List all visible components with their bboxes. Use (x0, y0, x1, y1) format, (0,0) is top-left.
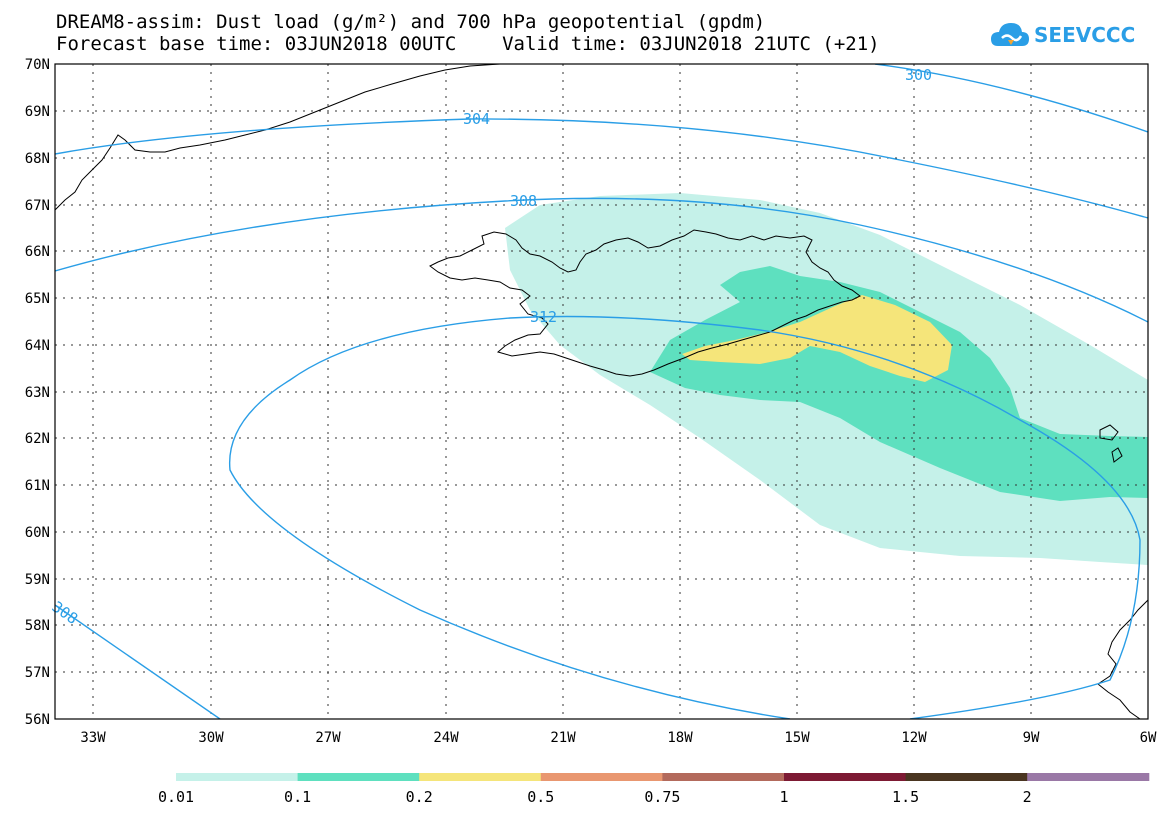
contour-label-304: 304 (463, 110, 490, 128)
cloud-icon (991, 23, 1029, 46)
colorbar-swatch (905, 773, 1028, 781)
lon-label: 30W (198, 730, 224, 746)
greenland-coast (55, 64, 501, 211)
lat-label: 63N (25, 385, 50, 401)
longitude-labels: 33W 30W 27W 24W 21W 18W 15W 12W 9W 6W (80, 730, 1157, 746)
colorbar-swatch (662, 773, 785, 781)
contour-label-312: 312 (530, 308, 557, 326)
colorbar-swatch (419, 773, 542, 781)
lat-label: 64N (25, 338, 50, 354)
lon-label: 9W (1023, 730, 1040, 746)
lat-label: 56N (25, 712, 50, 728)
colorbar-swatch (784, 773, 907, 781)
colorbar-label: 0.1 (284, 788, 311, 806)
contour-300 (874, 64, 1148, 133)
colorbar-label: 1.5 (892, 788, 919, 806)
contour-308-lower (55, 604, 221, 719)
geopotential-contours (55, 64, 1148, 719)
lat-label: 65N (25, 291, 50, 307)
lat-label: 70N (25, 57, 50, 73)
scotland-coast (1097, 599, 1148, 719)
map-frame (54, 63, 1149, 720)
dust-region-mid (650, 266, 1148, 501)
lat-label: 66N (25, 244, 50, 260)
lon-label: 33W (80, 730, 106, 746)
lat-label: 69N (25, 104, 50, 120)
contour-label-308: 308 (510, 192, 537, 210)
coastlines (55, 64, 1148, 719)
contour-312 (228, 315, 1141, 719)
seevccc-logo: SEEVCCC (990, 20, 1135, 50)
colorbar-label: 0.2 (406, 788, 433, 806)
lon-label: 24W (433, 730, 459, 746)
contour-308 (55, 197, 1148, 323)
lon-label: 15W (784, 730, 810, 746)
contour-label-300: 300 (905, 66, 932, 84)
lat-label: 58N (25, 618, 50, 634)
contour-label-308-lower: 308 (49, 598, 82, 628)
colorbar-swatch (297, 773, 420, 781)
lat-label: 61N (25, 478, 50, 494)
colorbar-swatch (1027, 773, 1150, 781)
iceland-coast (429, 229, 861, 377)
colorbar: 0.01 0.1 0.2 0.5 0.75 1 1.5 2 (158, 773, 1150, 806)
logo-text: SEEVCCC (1034, 23, 1136, 47)
lon-label: 6W (1140, 730, 1157, 746)
lat-label: 59N (25, 572, 50, 588)
dust-field (505, 193, 1148, 565)
lat-label: 57N (25, 665, 50, 681)
lon-label: 21W (550, 730, 576, 746)
latitude-labels: 70N 69N 68N 67N 66N 65N 64N 63N 62N 61N … (25, 57, 50, 728)
lat-label: 67N (25, 198, 50, 214)
lon-label: 27W (315, 730, 341, 746)
lat-label: 68N (25, 151, 50, 167)
faroe-coast (1099, 424, 1123, 463)
map-subtitle: Forecast base time: 03JUN2018 00UTC Vali… (56, 33, 880, 55)
colorbar-label: 1 (779, 788, 788, 806)
lon-label: 12W (901, 730, 927, 746)
dust-region-high (682, 295, 952, 382)
colorbar-swatch (176, 773, 299, 781)
colorbar-label: 0.5 (527, 788, 554, 806)
lat-label: 62N (25, 431, 50, 447)
colorbar-swatch (540, 773, 663, 781)
colorbar-label: 0.75 (644, 788, 680, 806)
colorbar-label: 0.01 (158, 788, 194, 806)
lat-label: 60N (25, 525, 50, 541)
map-title: DREAM8-assim: Dust load (g/m²) and 700 h… (56, 11, 766, 33)
lon-label: 18W (667, 730, 693, 746)
graticule (55, 64, 1148, 719)
contour-304 (55, 118, 1148, 219)
colorbar-label: 2 (1023, 788, 1032, 806)
